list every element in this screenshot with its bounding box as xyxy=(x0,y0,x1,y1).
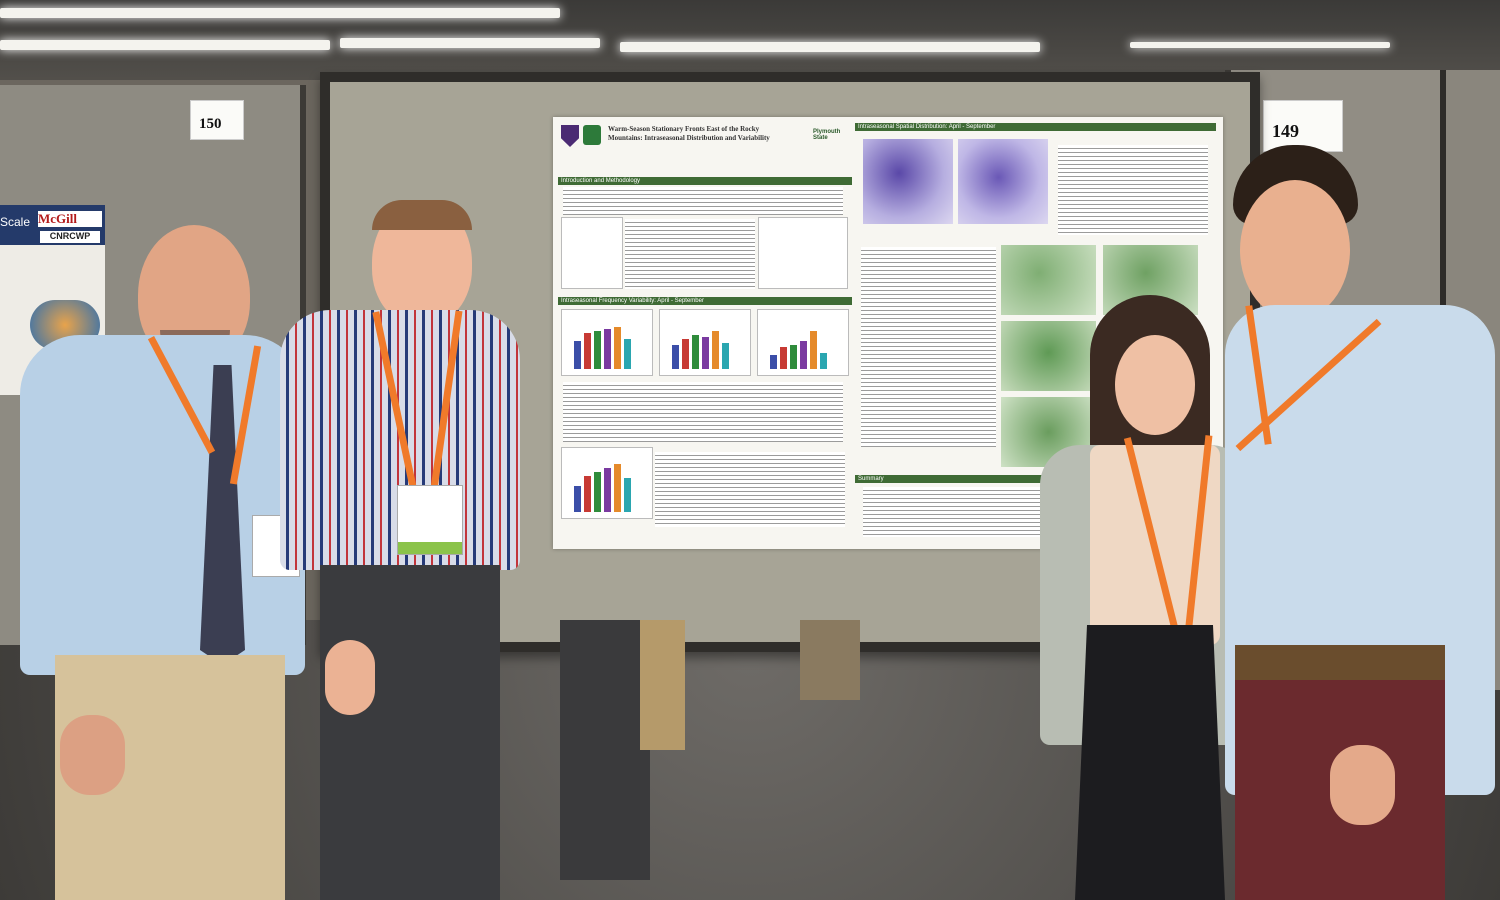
bar-chart-figure xyxy=(659,309,751,376)
chart-bar xyxy=(584,333,591,369)
green-density-map xyxy=(1001,245,1096,315)
hand xyxy=(1330,745,1395,825)
research-poster: Warm-Season Stationary Fronts East of th… xyxy=(553,117,1223,549)
university-label: Plymouth State xyxy=(813,129,841,141)
person-legs-background xyxy=(560,620,650,880)
bar-group xyxy=(574,462,646,512)
body-text xyxy=(625,219,755,289)
section-header: Intraseasonal Spatial Distribution: Apri… xyxy=(855,123,1216,131)
green-density-map xyxy=(1001,321,1096,391)
person-woman xyxy=(1030,295,1250,900)
ceiling-light xyxy=(1130,42,1390,48)
hair xyxy=(372,200,472,230)
chart-bar xyxy=(614,464,621,512)
hand xyxy=(325,640,375,715)
section-header: Summary xyxy=(855,475,1216,483)
person-legs-background xyxy=(800,620,860,700)
cnrcwp-logo: CNRCWP xyxy=(40,231,100,243)
dark-pants xyxy=(320,565,500,900)
hws-logo xyxy=(561,125,579,147)
plymouth-logo xyxy=(583,125,601,145)
chart-bar xyxy=(692,335,699,369)
bar-group xyxy=(574,324,646,369)
body-text xyxy=(563,382,843,442)
chart-bar xyxy=(790,345,797,369)
person-man-plaid xyxy=(275,200,525,900)
face xyxy=(1115,335,1195,435)
hand xyxy=(60,715,125,795)
bar-group xyxy=(672,324,744,369)
chart-bar xyxy=(614,327,621,369)
chart-bar xyxy=(800,341,807,369)
person-man-left xyxy=(10,215,310,900)
chart-bar xyxy=(722,343,729,369)
person-man-right xyxy=(1225,145,1500,900)
chart-bar xyxy=(780,347,787,369)
poster-title: Warm-Season Stationary Fronts East of th… xyxy=(608,125,770,142)
body-text xyxy=(861,247,996,447)
badge-stripe xyxy=(398,542,462,554)
section-header: Intraseasonal Frequency Variability: Apr… xyxy=(558,297,852,305)
bar-chart-figure xyxy=(561,309,653,376)
section-header: Introduction and Methodology xyxy=(558,177,852,185)
body-text xyxy=(1058,145,1208,235)
chart-bar xyxy=(594,472,601,512)
chart-bar xyxy=(820,353,827,369)
chart-bar xyxy=(702,337,709,369)
bar-group xyxy=(770,324,842,369)
chart-bar xyxy=(810,331,817,369)
ceiling-light xyxy=(620,42,1040,52)
bar-chart-figure xyxy=(561,447,653,519)
chart-bar xyxy=(624,478,631,512)
purple-density-map xyxy=(863,139,953,224)
belt xyxy=(1235,645,1445,685)
body-text xyxy=(655,452,845,527)
chart-bar xyxy=(604,329,611,369)
chart-bar xyxy=(712,331,719,369)
body-text xyxy=(563,187,843,215)
chart-bar xyxy=(574,341,581,369)
ceiling-light xyxy=(0,40,330,50)
name-badge xyxy=(397,485,463,555)
chart-bar xyxy=(682,339,689,369)
chart-bar xyxy=(672,345,679,369)
chart-bar xyxy=(574,486,581,512)
chart-bar xyxy=(770,355,777,369)
booth-number-sign: 150 xyxy=(190,100,244,140)
chart-bar xyxy=(604,468,611,512)
black-skirt xyxy=(1075,625,1225,900)
mcgill-logo: McGill xyxy=(38,211,102,227)
booth-number-sign: 149 xyxy=(1263,100,1343,152)
poster-partial-title: Scale xyxy=(0,215,31,229)
ceiling-light xyxy=(0,8,560,18)
shirt xyxy=(20,335,305,675)
bar-chart-figure xyxy=(757,309,849,376)
figure-map xyxy=(561,217,623,289)
figure-map xyxy=(758,217,848,289)
face xyxy=(1240,180,1350,320)
purple-density-map xyxy=(958,139,1048,224)
ceiling-light xyxy=(340,38,600,48)
chart-bar xyxy=(624,339,631,369)
chart-bar xyxy=(584,476,591,512)
person-legs-background xyxy=(640,620,685,750)
chart-bar xyxy=(594,331,601,369)
